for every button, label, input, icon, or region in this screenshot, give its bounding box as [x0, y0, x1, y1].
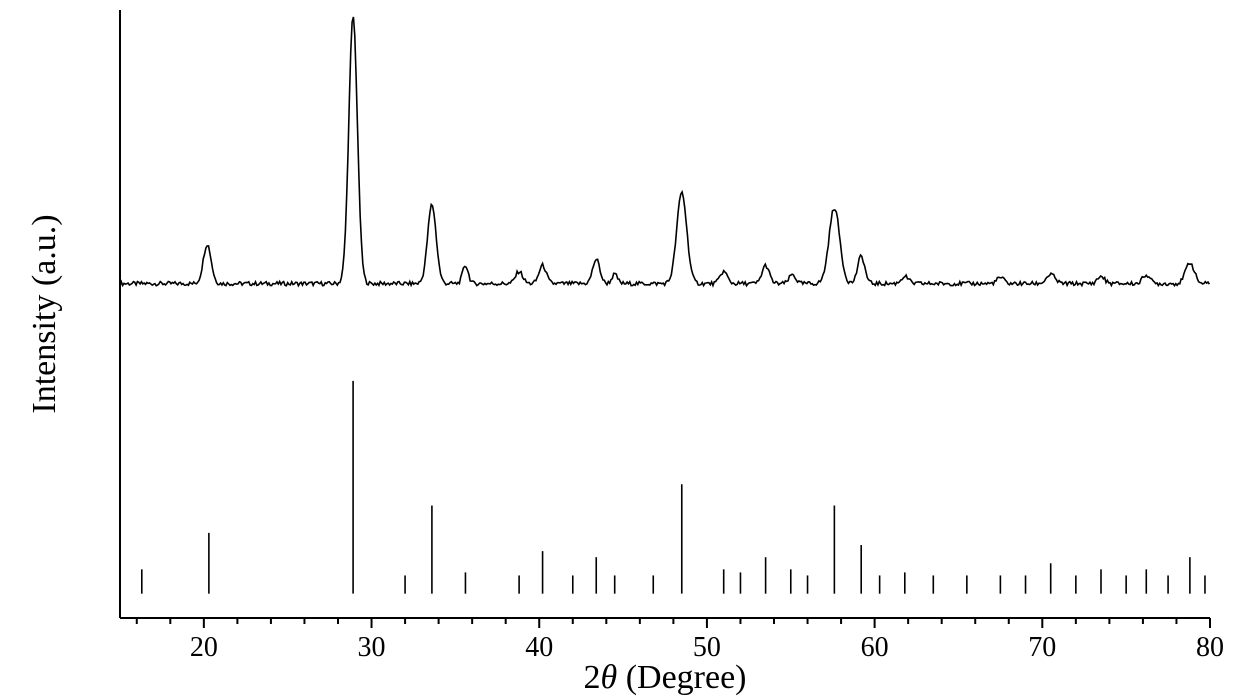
xrd-trace [120, 17, 1209, 286]
xrd-chart: 20304050607080 2θ (Degree)Intensity (a.u… [0, 0, 1240, 698]
axis-labels: 2θ (Degree) Intensity (a.u.) [26, 214, 747, 696]
chart-svg: 20304050607080 2θ (Degree)Intensity (a.u… [0, 0, 1240, 698]
axes: 20304050607080 [120, 10, 1224, 663]
x-tick-label: 60 [861, 632, 889, 663]
x-tick-label: 80 [1196, 632, 1224, 663]
x-axis-label: 2θ (Degree) [584, 659, 747, 696]
x-tick-label: 20 [190, 632, 218, 663]
x-tick-label: 70 [1028, 632, 1056, 663]
reference-sticks [142, 381, 1205, 594]
y-axis-label: Intensity (a.u.) [26, 214, 63, 413]
x-tick-label: 40 [525, 632, 553, 663]
x-tick-label: 30 [358, 632, 386, 663]
